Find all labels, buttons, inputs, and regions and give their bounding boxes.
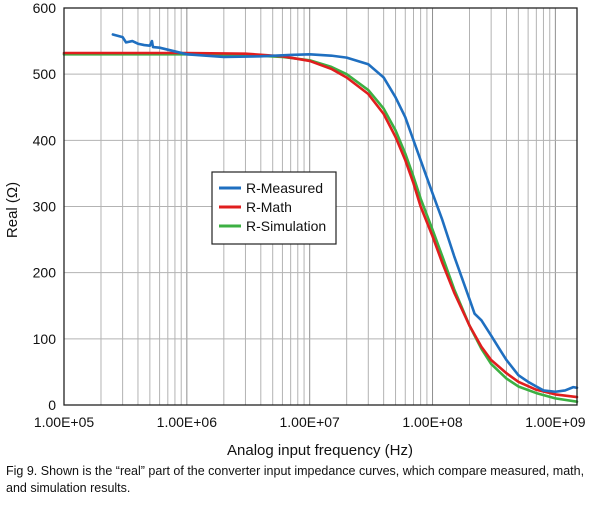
x-axis-title: Analog input frequency (Hz) <box>227 442 413 459</box>
figure-caption: Fig 9. Shown is the “real” part of the c… <box>6 464 585 495</box>
legend-label: R-Math <box>246 199 292 215</box>
y-tick-label: 100 <box>33 331 57 347</box>
y-tick-label: 600 <box>33 0 57 16</box>
y-tick-label: 0 <box>48 397 56 413</box>
plot-frame <box>63 7 578 406</box>
y-tick-labels: 0 100 200 300 400 500 600 <box>33 0 57 413</box>
y-tick-label: 200 <box>33 265 57 281</box>
x-tick-label: 1.00E+08 <box>402 414 463 430</box>
y-axis-title: Real (Ω) <box>4 182 21 238</box>
y-tick-label: 500 <box>33 66 57 82</box>
y-tick-label: 400 <box>33 132 57 148</box>
series-line-r-math <box>62 51 579 399</box>
legend-label: R-Simulation <box>246 218 326 234</box>
series-group <box>62 33 579 403</box>
x-tick-label: 1.00E+06 <box>157 414 218 430</box>
x-tick-label: 1.00E+05 <box>34 414 95 430</box>
legend: R-Measured R-Math R-Simulation <box>211 171 337 245</box>
legend-label: R-Measured <box>246 180 323 196</box>
series-line-r-measured <box>111 33 579 394</box>
x-tick-labels: 1.00E+05 1.00E+06 1.00E+07 1.00E+08 1.00E+09 <box>34 414 586 430</box>
x-tick-label: 1.00E+09 <box>525 414 586 430</box>
y-tick-label: 300 <box>33 199 57 215</box>
x-tick-label: 1.00E+07 <box>280 414 341 430</box>
